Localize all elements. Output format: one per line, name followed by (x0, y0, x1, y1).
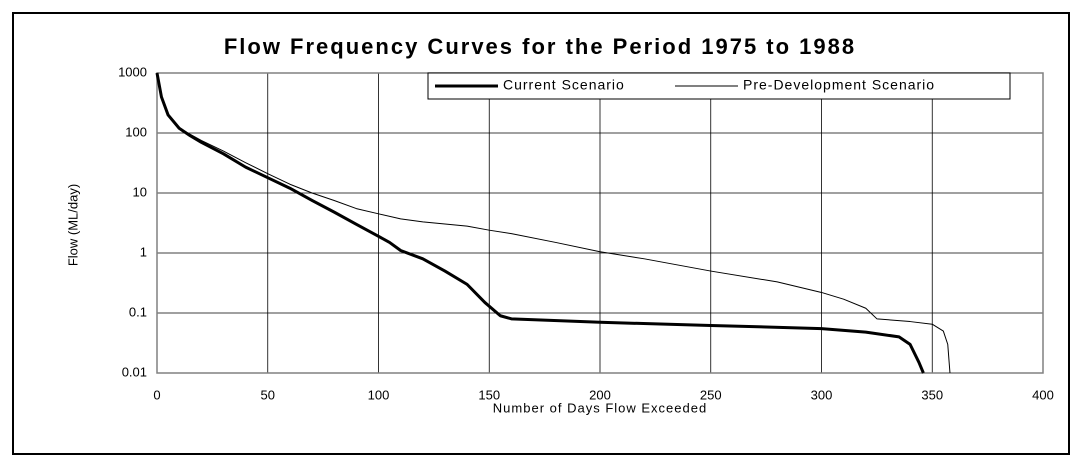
x-tick-label: 300 (811, 387, 833, 402)
x-tick-label: 400 (1032, 387, 1054, 402)
y-tick-label: 10 (133, 184, 147, 199)
y-tick-label: 0.1 (129, 304, 147, 319)
y-tick-label: 1 (140, 244, 147, 259)
x-tick-label: 200 (589, 387, 611, 402)
x-tick-label: 150 (478, 387, 500, 402)
chart-title: Flow Frequency Curves for the Period 197… (224, 34, 856, 59)
y-tick-label: 0.01 (122, 364, 147, 379)
legend-label: Pre-Development Scenario (743, 77, 935, 93)
x-tick-label: 100 (368, 387, 390, 402)
legend-label: Current Scenario (503, 77, 625, 93)
y-axis-label: Flow (ML/day) (65, 184, 80, 266)
x-tick-label: 350 (921, 387, 943, 402)
x-tick-label: 50 (261, 387, 275, 402)
series-line (156, 72, 951, 374)
y-tick-label: 100 (125, 124, 147, 139)
x-tick-label: 250 (700, 387, 722, 402)
series-line (155, 72, 925, 374)
x-tick-label: 0 (153, 387, 160, 402)
y-tick-label: 1000 (118, 64, 147, 79)
x-axis-label: Number of Days Flow Exceeded (493, 400, 707, 415)
